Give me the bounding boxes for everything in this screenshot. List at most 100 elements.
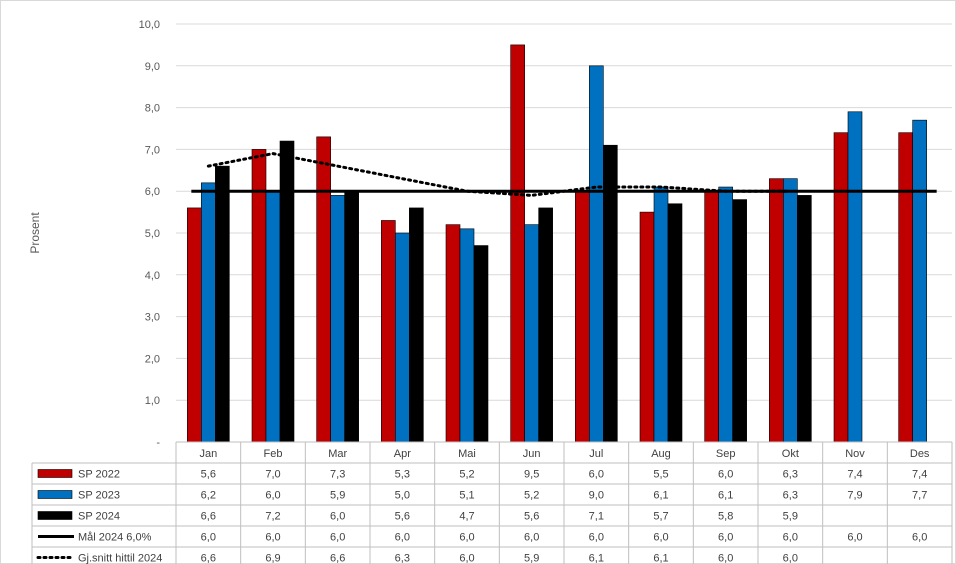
data-label: 6,0 xyxy=(718,553,733,564)
y-tick-label: 1,0 xyxy=(145,395,160,407)
data-label: 5,6 xyxy=(201,469,216,481)
data-label: 5,3 xyxy=(395,469,410,481)
data-label: 6,0 xyxy=(524,532,539,544)
bar xyxy=(589,65,604,443)
y-tick-label: 5,0 xyxy=(145,228,160,240)
legend-swatch xyxy=(37,469,73,478)
data-label: 7,7 xyxy=(912,490,927,502)
data-label: 5,9 xyxy=(330,490,345,502)
data-label: 6,3 xyxy=(395,553,410,564)
x-tick-label: Okt xyxy=(782,448,799,460)
bar xyxy=(538,207,553,443)
bar xyxy=(409,207,424,443)
x-tick-label: Mar xyxy=(328,448,347,460)
data-label: 5,8 xyxy=(718,511,733,523)
data-label: 5,9 xyxy=(524,553,539,564)
x-tick-label: Jan xyxy=(199,448,217,460)
y-tick-label: 10,0 xyxy=(139,19,160,31)
y-tick-label: 7,0 xyxy=(145,144,160,156)
bar xyxy=(769,178,784,443)
data-label: 6,1 xyxy=(653,490,668,502)
data-label: 5,5 xyxy=(653,469,668,481)
y-axis-title: Prosent xyxy=(28,212,42,254)
data-label: 6,0 xyxy=(783,553,798,564)
data-label: 6,0 xyxy=(653,532,668,544)
x-tick-label: Jun xyxy=(523,448,541,460)
bar xyxy=(279,140,295,443)
legend-label: Mål 2024 6,0% xyxy=(78,532,152,544)
legend-label: SP 2023 xyxy=(78,490,120,502)
bar xyxy=(732,199,747,443)
bar xyxy=(797,195,812,443)
bar xyxy=(459,228,475,443)
bar xyxy=(215,165,230,443)
data-label: 7,2 xyxy=(265,511,280,523)
legend-label: SP 2022 xyxy=(78,469,120,481)
bar xyxy=(187,207,202,443)
data-label: 6,9 xyxy=(265,553,280,564)
data-label: 6,2 xyxy=(201,490,216,502)
bar xyxy=(718,186,733,443)
x-tick-label: Nov xyxy=(845,448,865,460)
bar xyxy=(524,224,539,443)
x-tick-label: Sep xyxy=(716,448,736,460)
bar xyxy=(251,149,267,443)
data-label: 7,4 xyxy=(912,469,927,481)
data-label: 6,6 xyxy=(330,553,345,564)
average-line xyxy=(206,152,792,197)
x-tick-label: Aug xyxy=(651,448,671,460)
x-tick-label: Des xyxy=(910,448,930,460)
bar xyxy=(473,245,489,443)
data-label: 6,0 xyxy=(718,469,733,481)
bar xyxy=(704,190,719,443)
data-label: 7,9 xyxy=(847,490,862,502)
x-tick-label: Mai xyxy=(458,448,476,460)
y-tick-label: 9,0 xyxy=(145,61,160,73)
data-label: 5,0 xyxy=(395,490,410,502)
bar xyxy=(330,195,345,443)
data-label: 6,1 xyxy=(589,553,604,564)
y-axis: - 1,0 2,0 3,0 4,0 5,0 6,0 7,0 8,0 9,0 10,0 xyxy=(139,19,161,449)
data-label: 6,0 xyxy=(395,532,410,544)
data-label: 5,2 xyxy=(459,469,474,481)
x-tick-label: Feb xyxy=(264,448,283,460)
bar xyxy=(445,224,461,443)
data-label: 6,1 xyxy=(718,490,733,502)
bar xyxy=(316,136,331,443)
data-label: 5,6 xyxy=(395,511,410,523)
data-label: 5,9 xyxy=(783,511,798,523)
lines xyxy=(191,152,937,197)
bar xyxy=(510,44,525,443)
x-tick-label: Jul xyxy=(589,448,603,460)
data-label: 6,3 xyxy=(783,469,798,481)
data-label: 6,0 xyxy=(718,532,733,544)
data-label: 6,0 xyxy=(330,511,345,523)
bar xyxy=(381,220,396,443)
y-tick-label: 3,0 xyxy=(145,312,160,324)
data-label: 5,2 xyxy=(524,490,539,502)
bars xyxy=(187,44,927,443)
bar xyxy=(395,232,410,443)
bar xyxy=(639,211,655,443)
bar xyxy=(912,119,927,443)
data-label: 6,0 xyxy=(265,490,280,502)
data-label: 6,0 xyxy=(265,532,280,544)
data-label: 6,0 xyxy=(201,532,216,544)
y-tick-label: - xyxy=(156,437,160,449)
data-label: 6,0 xyxy=(589,469,604,481)
legend-swatch xyxy=(37,490,73,499)
data-label: 6,0 xyxy=(459,553,474,564)
data-label: 6,0 xyxy=(589,532,604,544)
bar xyxy=(833,132,849,443)
bar xyxy=(898,132,913,443)
bar xyxy=(265,190,281,443)
data-table: Jan Feb Mar Apr Mai Jun Jul Aug Sep Okt Nov Des SP 2… xyxy=(31,441,953,564)
data-label: 9,0 xyxy=(589,490,604,502)
y-tick-label: 2,0 xyxy=(145,353,160,365)
y-tick-label: 4,0 xyxy=(145,270,160,282)
data-label: 6,0 xyxy=(847,532,862,544)
data-label: 9,5 xyxy=(524,469,539,481)
data-label: 4,7 xyxy=(459,511,474,523)
bar xyxy=(653,186,669,443)
data-label: 7,0 xyxy=(265,469,280,481)
